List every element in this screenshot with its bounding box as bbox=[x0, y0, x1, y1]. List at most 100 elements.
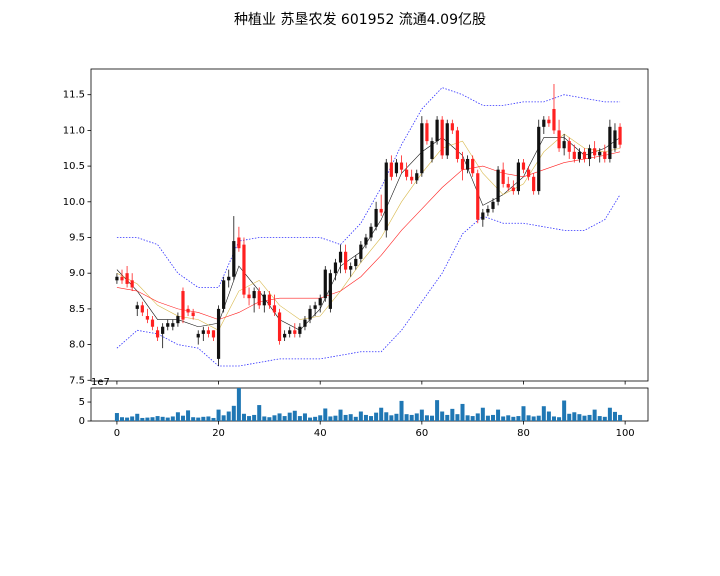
volume-bar bbox=[490, 414, 495, 421]
indicator-line bbox=[116, 137, 621, 331]
candle-body bbox=[232, 241, 236, 277]
candle-body bbox=[206, 330, 210, 334]
volume-bar bbox=[231, 405, 236, 421]
volume-bar bbox=[353, 416, 358, 421]
volume-bar bbox=[165, 417, 170, 421]
x-tick-label: 40 bbox=[314, 428, 327, 439]
candle-body bbox=[262, 294, 266, 306]
volume-bar bbox=[211, 417, 216, 421]
volume-bar bbox=[526, 415, 531, 421]
volume-bar bbox=[592, 409, 597, 421]
candle-body bbox=[516, 162, 521, 192]
candle-body bbox=[323, 269, 327, 299]
volume-bar bbox=[557, 417, 562, 421]
volume-bar bbox=[338, 409, 343, 421]
volume-bar bbox=[292, 410, 297, 421]
candle-body bbox=[120, 276, 124, 281]
volume-bar bbox=[414, 413, 419, 421]
candle-body bbox=[506, 183, 510, 188]
volume-bar bbox=[145, 417, 150, 421]
volume-bar bbox=[516, 416, 521, 421]
candle-body bbox=[603, 151, 607, 159]
volume-bar bbox=[287, 412, 292, 421]
y-tick-label: 8.5 bbox=[69, 304, 85, 315]
x-tick-label: 80 bbox=[517, 428, 530, 439]
candle-body bbox=[303, 319, 307, 327]
candle-body bbox=[501, 169, 505, 184]
candle-body bbox=[526, 169, 531, 177]
candle-body bbox=[176, 316, 180, 324]
candle-body bbox=[369, 226, 373, 238]
volume-bar bbox=[252, 414, 257, 421]
candle-body bbox=[333, 262, 338, 274]
candle-body bbox=[181, 291, 185, 320]
candle-body bbox=[521, 162, 526, 170]
volume-bar bbox=[323, 408, 328, 421]
candle-body bbox=[140, 305, 144, 313]
candle-body bbox=[420, 123, 424, 174]
volume-bar bbox=[247, 416, 252, 421]
candle-body bbox=[130, 280, 134, 288]
y-tick-label: 0 bbox=[79, 416, 85, 427]
candle-body bbox=[537, 126, 541, 192]
volume-bar bbox=[374, 412, 379, 421]
plot-frame bbox=[90, 68, 649, 382]
volume-bar bbox=[587, 414, 592, 421]
candle-body bbox=[415, 173, 419, 181]
volume-bar bbox=[409, 414, 414, 421]
candle-body bbox=[552, 108, 556, 131]
candle-body bbox=[135, 305, 139, 309]
volume-bar bbox=[430, 415, 435, 421]
volume-bar bbox=[206, 416, 211, 421]
candle-body bbox=[450, 123, 454, 131]
volume-bar bbox=[567, 413, 572, 421]
x-tick-label: 100 bbox=[616, 428, 635, 439]
volume-bar bbox=[562, 400, 567, 421]
candle-body bbox=[582, 151, 587, 159]
volume-bar bbox=[419, 409, 424, 421]
volume-bar bbox=[450, 408, 455, 421]
volume-bar bbox=[541, 406, 546, 421]
volume-bar bbox=[308, 417, 313, 421]
volume-bar bbox=[262, 416, 267, 421]
candle-body bbox=[115, 276, 119, 281]
candle-body bbox=[125, 273, 129, 284]
candle-body bbox=[298, 326, 302, 334]
candle-body bbox=[567, 141, 571, 152]
y-tick-label: 9.0 bbox=[69, 268, 85, 279]
volume-bar bbox=[140, 417, 145, 421]
candle-body bbox=[404, 169, 409, 177]
volume-bar bbox=[511, 416, 516, 421]
volume-bar bbox=[435, 400, 440, 421]
candle-body bbox=[344, 251, 348, 270]
volume-bar bbox=[551, 416, 556, 421]
candle-body bbox=[318, 298, 322, 306]
candle-body bbox=[359, 244, 363, 259]
x-tick-label: 0 bbox=[114, 428, 120, 439]
volume-bar bbox=[328, 416, 333, 421]
indicator-line bbox=[116, 194, 621, 367]
candle-body bbox=[364, 237, 368, 245]
volume-bar bbox=[618, 414, 623, 421]
volume-bar bbox=[546, 411, 551, 421]
candle-body bbox=[191, 312, 195, 317]
volume-bar bbox=[455, 414, 460, 421]
volume-bar bbox=[485, 415, 490, 421]
candle-body bbox=[277, 312, 282, 342]
candle-body bbox=[496, 169, 500, 202]
volume-bar bbox=[282, 416, 287, 421]
volume-bar bbox=[506, 415, 511, 421]
candle-body bbox=[196, 333, 200, 338]
candle-body bbox=[237, 237, 241, 249]
candle-body bbox=[384, 162, 388, 231]
candle-body bbox=[272, 305, 277, 313]
volume-bar bbox=[226, 411, 231, 421]
candle-body bbox=[247, 294, 251, 299]
candle-body bbox=[486, 208, 490, 213]
volume-bar bbox=[160, 416, 165, 421]
y-tick-label: 10.5 bbox=[63, 161, 85, 172]
candle-body bbox=[557, 130, 561, 149]
volume-bar bbox=[125, 417, 130, 421]
volume-bar bbox=[465, 415, 470, 421]
volume-bar bbox=[577, 414, 582, 421]
